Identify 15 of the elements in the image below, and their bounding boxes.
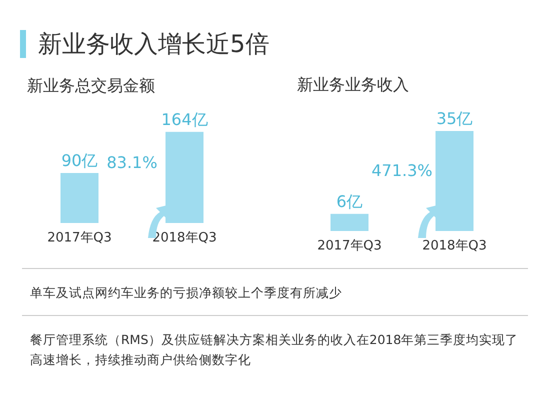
x-tick-label: 2017年Q3 bbox=[47, 230, 112, 246]
chart-title: 新业务业务收入 bbox=[297, 75, 409, 94]
chart-title: 新业务总交易金额 bbox=[27, 76, 155, 95]
text: 单车及试点网约车业务的亏损净额较上个季度有所减少 bbox=[22, 268, 528, 315]
data-label: 6亿 bbox=[336, 192, 363, 211]
data-label: 90亿 bbox=[61, 151, 98, 170]
x-tick-label: 2018年Q3 bbox=[152, 230, 217, 246]
annotation: 471.3% bbox=[371, 161, 433, 180]
x-tick-label: 2018年Q3 bbox=[422, 238, 487, 254]
annotation: 83.1% bbox=[106, 153, 158, 172]
x-tick-label: 2017年Q3 bbox=[317, 238, 382, 254]
text: 餐厅管理系统（RMS）及供应链解决方案相关业务的收入在2018年第三季度均实现了高速增长，持续推动商户供给侧数字化 bbox=[22, 315, 528, 382]
data-label: 35亿 bbox=[436, 109, 473, 128]
text: 新业务收入增长近5倍 bbox=[38, 29, 270, 60]
data-label: 164亿 bbox=[161, 110, 208, 129]
